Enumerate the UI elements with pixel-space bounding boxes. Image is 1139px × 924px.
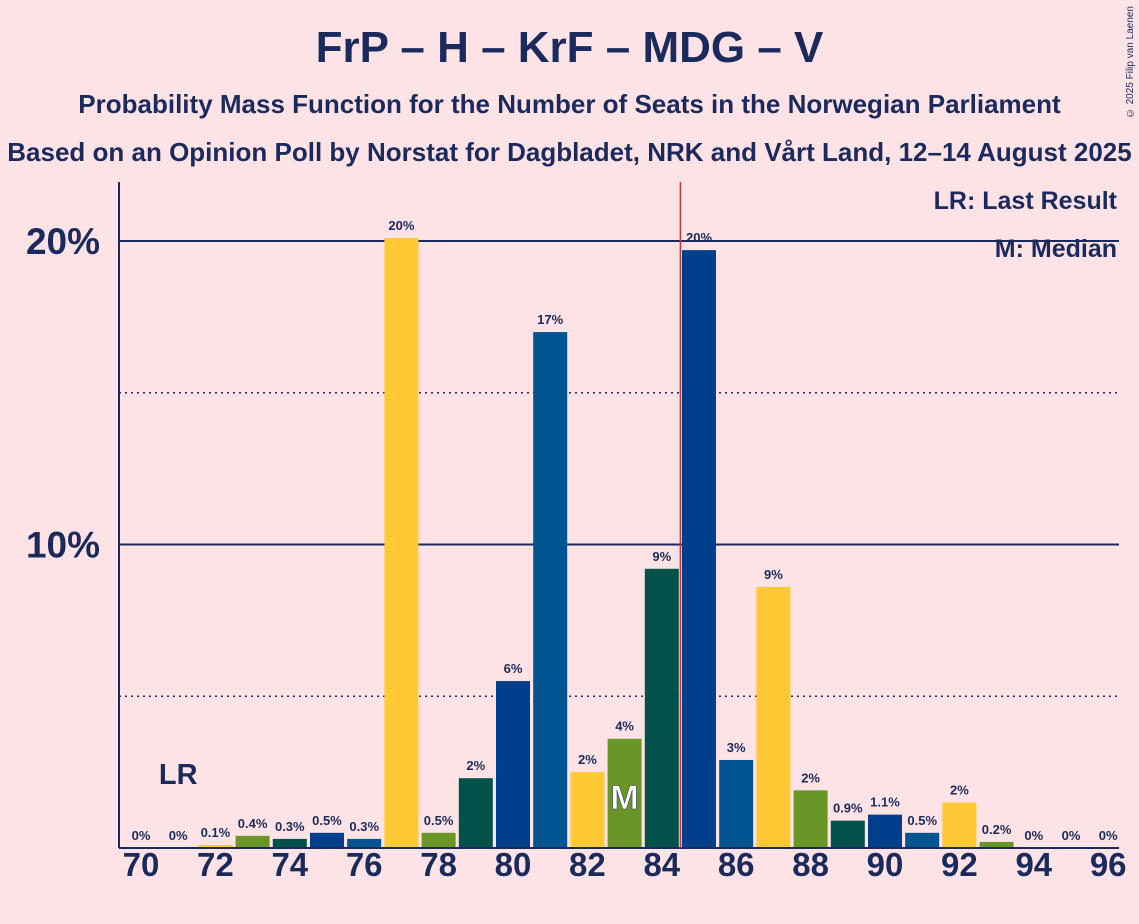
- bar-value-label: 2%: [466, 758, 485, 773]
- bar-seat-92: [942, 802, 977, 848]
- chart-subtitle: Probability Mass Function for the Number…: [78, 89, 1061, 119]
- labels-layer: 10% 20% 0% 0% 0.1% 0.4% 0.3% 0.5% 0.3% 20% 0.5% 2% 6…: [26, 182, 1127, 883]
- bar-seat-88: [793, 790, 828, 848]
- bar-value-label: 0.5%: [424, 813, 454, 828]
- bar-value-label: 0%: [1099, 828, 1118, 843]
- x-tick-label: 80: [495, 846, 532, 883]
- bar-value-label: 0%: [132, 828, 151, 843]
- bar-value-label: 20%: [686, 230, 712, 245]
- bar-seat-89: [830, 820, 865, 848]
- bar-seat-75: [310, 832, 344, 848]
- y-tick-label: 20%: [26, 221, 100, 262]
- bar-seat-74: [272, 838, 307, 848]
- bar-value-label: 0%: [169, 828, 188, 843]
- bar-seat-81: [533, 332, 568, 848]
- bar-value-label: 17%: [537, 312, 563, 327]
- bar-seat-84: [644, 568, 679, 848]
- bar-seat-85: [682, 250, 716, 849]
- x-tick-label: 84: [643, 846, 680, 883]
- legend-last-result: LR: Last Result: [934, 187, 1118, 215]
- bar-value-label: 9%: [764, 567, 783, 582]
- bar-value-label: 0.3%: [275, 819, 305, 834]
- bar-seat-77: [384, 237, 419, 849]
- bar-value-label: 1.1%: [870, 795, 900, 810]
- bar-seat-83: [607, 738, 642, 848]
- last-result-marker: LR: [159, 759, 198, 791]
- x-tick-label: 92: [941, 846, 978, 883]
- bars-layer: [198, 237, 1014, 849]
- y-tick-label: 10%: [26, 525, 100, 566]
- bar-seat-82: [570, 772, 605, 848]
- bar-value-label: 0.3%: [349, 819, 379, 834]
- x-tick-label: 70: [123, 846, 160, 883]
- bar-value-label: 0.2%: [982, 822, 1012, 837]
- x-tick-label: 82: [569, 846, 606, 883]
- bar-seat-79: [458, 778, 493, 848]
- bar-seat-86: [719, 759, 754, 848]
- x-tick-label: 94: [1015, 846, 1052, 883]
- bar-value-label: 0.5%: [312, 813, 342, 828]
- bar-seat-93: [979, 841, 1014, 848]
- bar-seat-73: [235, 835, 270, 848]
- chart-source-line: Based on an Opinion Poll by Norstat for …: [7, 137, 1132, 167]
- bar-value-label: 3%: [727, 740, 746, 755]
- axes: [118, 182, 1119, 849]
- bar-value-label: 0.5%: [907, 813, 937, 828]
- bar-seat-90: [868, 814, 902, 848]
- bar-value-label: 0%: [1024, 828, 1043, 843]
- bar-value-label: 2%: [801, 770, 820, 785]
- bar-value-label: 6%: [504, 661, 523, 676]
- x-tick-label: 76: [346, 846, 383, 883]
- x-tick-label: 74: [271, 846, 308, 883]
- bar-seat-72: [198, 844, 233, 848]
- bar-value-label: 0.9%: [833, 801, 863, 816]
- x-tick-label: 90: [867, 846, 904, 883]
- bar-value-label: 9%: [652, 549, 671, 564]
- x-tick-label: 78: [420, 846, 457, 883]
- bar-seat-80: [496, 681, 530, 848]
- bar-value-label: 0.1%: [201, 825, 231, 840]
- legend-median: M: Median: [995, 235, 1117, 263]
- x-tick-label: 72: [197, 846, 234, 883]
- median-marker: M: [610, 779, 638, 817]
- bar-seat-78: [421, 832, 456, 848]
- bar-seat-76: [347, 838, 382, 848]
- bar-value-label: 4%: [615, 719, 634, 734]
- bar-value-label: 0.4%: [238, 816, 268, 831]
- x-tick-label: 88: [792, 846, 829, 883]
- bar-seat-87: [756, 586, 791, 848]
- bar-value-label: 20%: [388, 218, 414, 233]
- gridlines: [119, 240, 1119, 697]
- chart-title: FrP – H – KrF – MDG – V: [315, 23, 824, 72]
- bar-value-label: 2%: [950, 782, 969, 797]
- bar-seat-91: [905, 832, 940, 848]
- bar-value-label: 0%: [1062, 828, 1081, 843]
- bar-value-label: 2%: [578, 752, 597, 767]
- x-tick-label: 86: [718, 846, 755, 883]
- x-tick-label: 96: [1090, 846, 1127, 883]
